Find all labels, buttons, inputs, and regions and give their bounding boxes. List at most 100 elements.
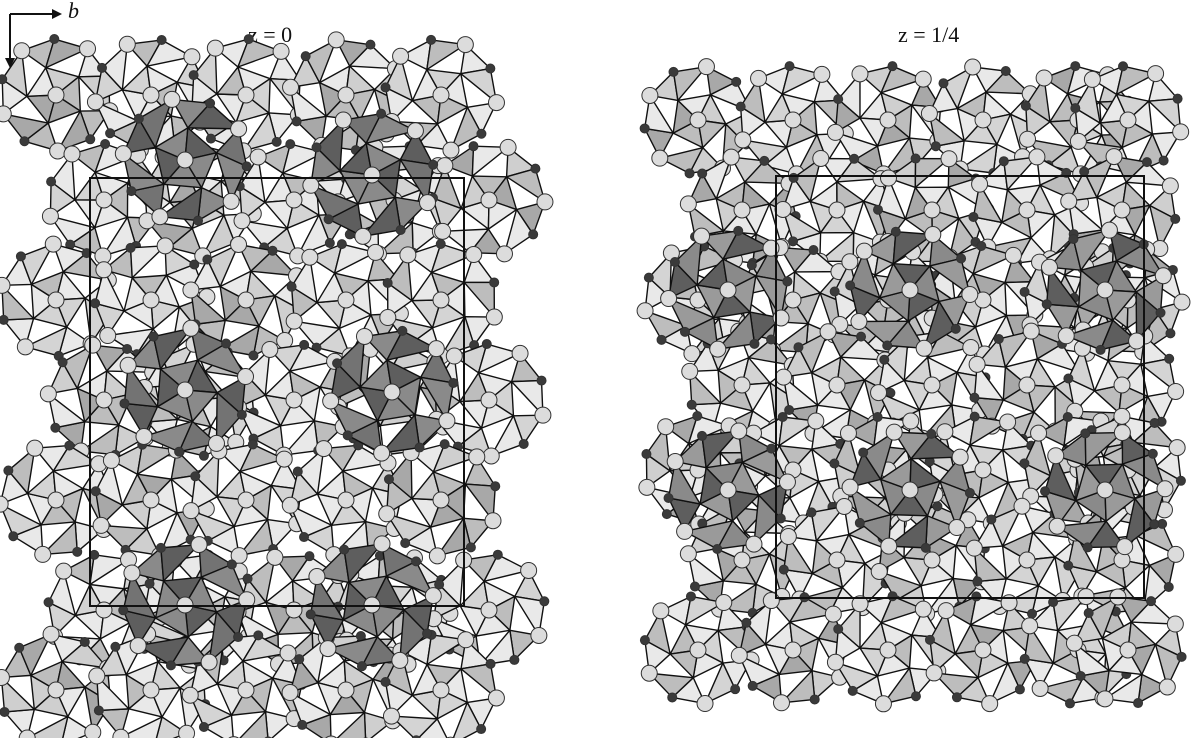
dark-atom [1063, 560, 1074, 571]
dark-atom [226, 559, 237, 570]
light-atom [841, 478, 859, 496]
polyhedron-cluster [1040, 221, 1172, 355]
dark-atom [873, 204, 884, 215]
polyhedron-face [717, 311, 756, 350]
dark-atom [380, 82, 391, 93]
light-atom [438, 412, 456, 430]
polyhedron-face [479, 629, 516, 667]
light-atom [1030, 424, 1048, 442]
dark-atom [324, 238, 335, 249]
center-atom [689, 111, 707, 129]
dark-atom [1079, 166, 1090, 177]
light-atom [666, 453, 684, 471]
light-atom [870, 384, 888, 402]
center-atom [1096, 281, 1114, 299]
polyhedron-cluster [660, 225, 793, 358]
polyhedron-face [1104, 673, 1143, 704]
dark-atom [775, 513, 786, 524]
dark-atom [411, 735, 421, 738]
dark-atom [968, 211, 979, 222]
polyhedron-face [644, 610, 671, 655]
light-atom [1113, 424, 1131, 442]
dark-atom [90, 486, 101, 497]
polyhedron-face [503, 208, 534, 255]
polyhedron-face [972, 245, 1015, 275]
light-atom [327, 31, 345, 49]
polyhedron-face [683, 520, 734, 550]
polyhedron-face [146, 39, 193, 67]
dark-atom [299, 339, 310, 350]
dark-atom [0, 74, 8, 85]
light-atom [382, 707, 400, 725]
light-atom [1109, 588, 1127, 606]
light-atom [55, 562, 73, 580]
light-atom [156, 237, 174, 255]
polyhedron-face [463, 281, 496, 318]
polyhedron-face [239, 156, 266, 204]
light-atom [135, 427, 153, 445]
center-atom [237, 291, 255, 309]
polyhedron-cluster [378, 439, 502, 565]
light-atom [924, 226, 942, 244]
polyhedron-face [888, 515, 929, 549]
polyhedron-face [96, 675, 130, 712]
polyhedron-face [137, 636, 189, 667]
polyhedron-face [200, 563, 248, 601]
center-atom [733, 201, 751, 219]
light-atom [99, 327, 117, 345]
dark-atom [292, 466, 303, 477]
light-atom [163, 90, 181, 108]
center-atom [142, 291, 160, 309]
dark-atom [1070, 61, 1081, 72]
light-atom [902, 412, 920, 430]
polyhedron-face [123, 364, 159, 408]
dark-atom [198, 450, 209, 461]
dark-atom [882, 340, 893, 351]
polyhedron-face [215, 391, 243, 445]
dark-atom [468, 141, 479, 152]
dark-atom [986, 514, 997, 525]
dark-atom [872, 412, 883, 423]
dark-atom [784, 61, 795, 72]
polyhedron-face [739, 77, 766, 123]
polyhedron-face [704, 662, 736, 705]
dark-atom [856, 331, 867, 342]
dark-atom [1141, 157, 1152, 168]
polyhedron-face [143, 420, 194, 453]
dark-atom [1176, 651, 1187, 662]
dark-atom [1158, 155, 1169, 166]
polyhedron-face [450, 106, 483, 151]
light-atom [182, 319, 200, 337]
center-atom [828, 376, 846, 394]
polyhedron-face [892, 230, 934, 265]
polyhedron-face [190, 289, 226, 325]
light-atom [812, 149, 830, 167]
dark-atom [336, 239, 347, 250]
polyhedron-cluster [114, 90, 252, 226]
dark-atom [806, 507, 817, 518]
polyhedron-face [973, 363, 1004, 401]
polyhedron-face [849, 250, 881, 299]
light-atom [1105, 148, 1123, 166]
polyhedron-face [61, 641, 109, 669]
polyhedron-face [797, 331, 829, 374]
light-atom [207, 434, 225, 452]
polyhedron-face [159, 186, 203, 222]
light-atom [885, 423, 903, 441]
dark-atom [57, 357, 68, 368]
polyhedron-face [289, 86, 327, 123]
light-atom [86, 93, 104, 111]
polyhedron-face [929, 257, 971, 296]
dark-atom [0, 706, 10, 717]
center-atom [974, 461, 992, 479]
light-atom [914, 600, 932, 618]
dark-atom [530, 163, 541, 174]
dark-atom [100, 139, 111, 150]
polyhedron-face [196, 342, 247, 378]
light-atom [657, 418, 675, 436]
light-atom [839, 424, 857, 442]
light-atom [1100, 221, 1118, 239]
dark-atom [759, 155, 770, 166]
center-atom [480, 391, 498, 409]
light-atom [1031, 679, 1049, 697]
